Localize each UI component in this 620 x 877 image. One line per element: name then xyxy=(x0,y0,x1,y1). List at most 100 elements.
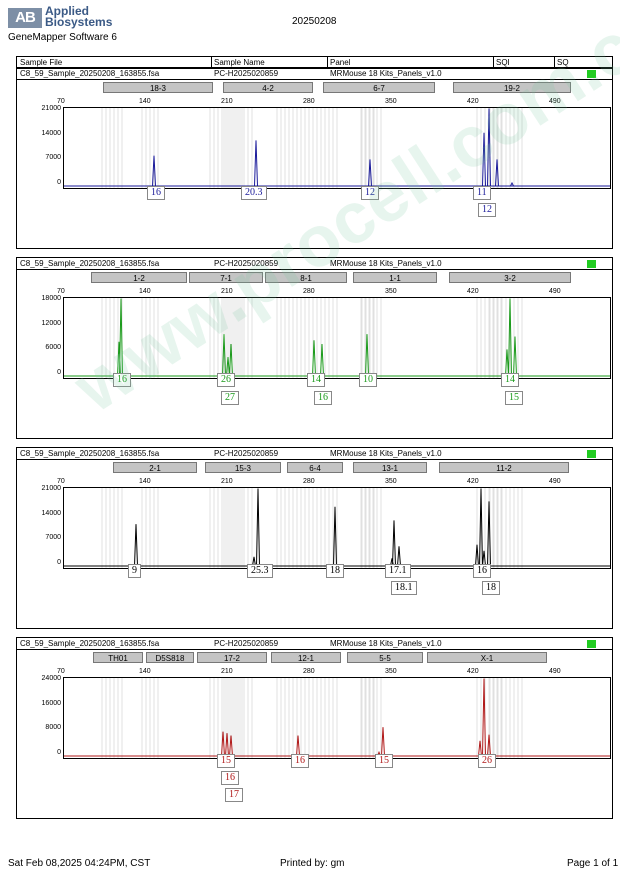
y-axis-tick: 8000 xyxy=(45,724,61,732)
panel-name-value: MRMouse 18 Kits_Panels_v1.0 xyxy=(330,259,442,268)
marker-bin-label[interactable]: 3-2 xyxy=(449,272,571,283)
allele-call-label[interactable]: 16 xyxy=(147,186,165,200)
trace-svg xyxy=(64,298,610,378)
marker-bin-label[interactable]: 5-5 xyxy=(347,652,423,663)
y-axis-tick: 7000 xyxy=(45,534,61,542)
y-axis-tick: 0 xyxy=(57,559,61,566)
marker-bin-label[interactable]: 11-2 xyxy=(439,462,569,473)
sq-status-indicator xyxy=(587,260,596,268)
applied-biosystems-logo: AB Applied Biosystems xyxy=(8,5,118,32)
x-axis-tick: 210 xyxy=(221,478,233,485)
allele-call-label[interactable]: 17 xyxy=(225,788,243,802)
x-axis-tick: 420 xyxy=(467,288,479,295)
x-axis-tick: 350 xyxy=(385,98,397,105)
y-axis-tick: 0 xyxy=(57,369,61,376)
marker-bin-label[interactable]: 1-1 xyxy=(353,272,437,283)
marker-bin-label[interactable]: 18-3 xyxy=(103,82,213,93)
allele-call-label[interactable]: 17.1 xyxy=(385,564,411,578)
allele-call-label[interactable]: 26 xyxy=(217,373,235,387)
marker-bin-label[interactable]: 15-3 xyxy=(205,462,281,473)
allele-call-label[interactable]: 15 xyxy=(505,391,523,405)
allele-call-label[interactable]: 9 xyxy=(128,564,141,578)
y-axis-tick: 6000 xyxy=(45,344,61,352)
y-axis-tick: 21000 xyxy=(41,105,61,112)
x-axis-tick: 280 xyxy=(303,288,315,295)
x-axis-tick: 280 xyxy=(303,478,315,485)
trace-plot[interactable] xyxy=(63,487,611,569)
trace-svg xyxy=(64,108,610,188)
allele-call-label[interactable]: 18.1 xyxy=(391,581,417,595)
allele-call-label[interactable]: 20.3 xyxy=(241,186,267,200)
x-axis-tick: 70 xyxy=(57,668,65,675)
trace-plot[interactable] xyxy=(63,297,611,379)
x-axis-tick: 420 xyxy=(467,668,479,675)
allele-call-label[interactable]: 15 xyxy=(375,754,393,768)
x-axis-tick: 280 xyxy=(303,668,315,675)
marker-bin-label[interactable]: 4-2 xyxy=(223,82,313,93)
marker-bin-label[interactable]: 17-2 xyxy=(197,652,267,663)
x-axis-tick: 490 xyxy=(549,288,561,295)
printed-by: Printed by: gm xyxy=(280,858,345,869)
marker-bin-label[interactable]: 6-4 xyxy=(287,462,343,473)
marker-bin-label[interactable]: 1-2 xyxy=(91,272,187,283)
y-axis-tick: 14000 xyxy=(41,509,61,517)
sample-file-value: C8_59_Sample_20250208_163855.fsa xyxy=(20,69,160,78)
sq-status-indicator xyxy=(587,70,596,78)
allele-call-label[interactable]: 26 xyxy=(478,754,496,768)
marker-bin-label[interactable]: 6-7 xyxy=(323,82,435,93)
marker-bin-label[interactable]: 7-1 xyxy=(189,272,263,283)
signal-trace xyxy=(64,108,610,187)
allele-call-label[interactable]: 14 xyxy=(501,373,519,387)
printed-timestamp: Sat Feb 08,2025 04:24PM, CST xyxy=(8,858,151,869)
marker-bin-label[interactable]: D5S818 xyxy=(146,652,194,663)
allele-call-label[interactable]: 16 xyxy=(473,564,491,578)
allele-call-label[interactable]: 12 xyxy=(478,203,496,217)
panel-info-row: C8_59_Sample_20250208_163855.fsa PC-H2025… xyxy=(17,68,612,80)
sample-file-value: C8_59_Sample_20250208_163855.fsa xyxy=(20,259,160,268)
allele-call-label[interactable]: 14 xyxy=(307,373,325,387)
sample-file-value: C8_59_Sample_20250208_163855.fsa xyxy=(20,449,160,458)
allele-call-label[interactable]: 16 xyxy=(291,754,309,768)
y-axis-tick: 24000 xyxy=(41,675,61,682)
electropherogram-panel: C8_59_Sample_20250208_163855.fsa PC-H2025… xyxy=(16,447,613,629)
col-sample-name: Sample Name xyxy=(214,58,265,67)
y-axis-tick: 21000 xyxy=(41,485,61,492)
x-axis-tick: 140 xyxy=(139,668,151,675)
allele-call-label[interactable]: 18 xyxy=(326,564,344,578)
panel-name-value: MRMouse 18 Kits_Panels_v1.0 xyxy=(330,639,442,648)
sample-name-value: PC-H2025020859 xyxy=(214,69,279,78)
y-axis-tick: 0 xyxy=(57,749,61,756)
x-axis-tick: 210 xyxy=(221,668,233,675)
marker-bin-label[interactable]: 19-2 xyxy=(453,82,571,93)
marker-bin-label[interactable]: 8-1 xyxy=(265,272,347,283)
y-axis-tick: 0 xyxy=(57,179,61,186)
y-axis-tick: 7000 xyxy=(45,154,61,162)
allele-call-label[interactable]: 16 xyxy=(113,373,131,387)
allele-call-label[interactable]: 16 xyxy=(314,391,332,405)
allele-call-label[interactable]: 18 xyxy=(482,581,500,595)
marker-bin-label[interactable]: 2-1 xyxy=(113,462,197,473)
marker-bin-label[interactable]: X-1 xyxy=(427,652,547,663)
col-panel: Panel xyxy=(330,58,351,67)
allele-call-label[interactable]: 15 xyxy=(217,754,235,768)
allele-call-label[interactable]: 27 xyxy=(221,391,239,405)
sample-name-value: PC-H2025020859 xyxy=(214,639,279,648)
allele-call-label[interactable]: 11 xyxy=(473,186,491,200)
marker-bin-label[interactable]: TH01 xyxy=(93,652,143,663)
marker-bin-label[interactable]: 12-1 xyxy=(271,652,341,663)
allele-call-label[interactable]: 16 xyxy=(221,771,239,785)
col-sample-file: Sample File xyxy=(20,58,63,67)
allele-call-label[interactable]: 12 xyxy=(361,186,379,200)
signal-trace xyxy=(64,678,610,757)
sq-status-indicator xyxy=(587,640,596,648)
marker-bin-label[interactable]: 13-1 xyxy=(353,462,427,473)
allele-call-label[interactable]: 10 xyxy=(359,373,377,387)
page-number: Page 1 of 1 xyxy=(567,858,619,869)
trace-plot[interactable] xyxy=(63,677,611,759)
x-axis-tick: 490 xyxy=(549,478,561,485)
col-sqi: SQI xyxy=(496,58,510,67)
trace-plot[interactable] xyxy=(63,107,611,189)
x-axis-tick: 70 xyxy=(57,98,65,105)
allele-call-label[interactable]: 25.3 xyxy=(247,564,273,578)
panel-name-value: MRMouse 18 Kits_Panels_v1.0 xyxy=(330,449,442,458)
